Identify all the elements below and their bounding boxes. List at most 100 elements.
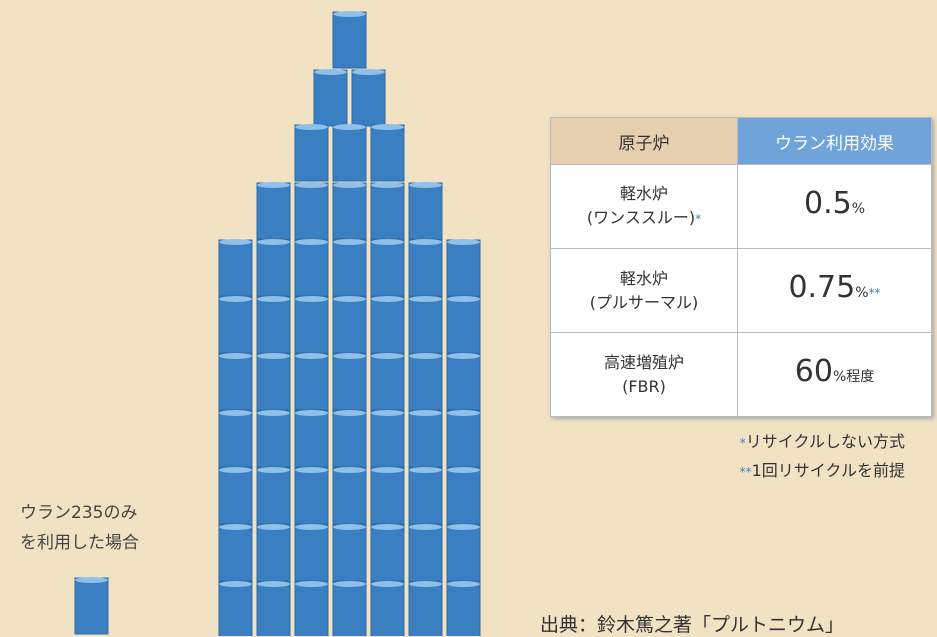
cylinder bbox=[295, 410, 328, 416]
cylinder bbox=[409, 353, 442, 359]
cylinder bbox=[219, 468, 252, 524]
cylinder bbox=[314, 69, 347, 75]
cylinder bbox=[409, 468, 442, 524]
reactor-name: 軽水炉 bbox=[552, 182, 736, 206]
reactor-type-text: (ワンススルー) bbox=[587, 208, 695, 227]
cylinder bbox=[371, 297, 404, 353]
value: 0.5 bbox=[804, 186, 852, 221]
efficiency-table: 原子炉ウラン利用効果 軽水炉(ワンススルー)*0.5%軽水炉(プルサーマル)0.… bbox=[550, 117, 932, 417]
cylinder bbox=[333, 124, 366, 130]
cylinder bbox=[295, 353, 328, 359]
cylinder bbox=[447, 582, 480, 636]
unit: %程度 bbox=[833, 369, 874, 385]
cylinder bbox=[295, 468, 328, 524]
page: ウラン235のみを利用した場合 原子炉ウラン利用効果 軽水炉(ワンススルー)*0… bbox=[0, 0, 937, 636]
cylinder bbox=[333, 297, 366, 353]
unit: % bbox=[852, 201, 865, 217]
cylinder bbox=[409, 467, 442, 473]
cylinder bbox=[409, 239, 442, 245]
cylinder bbox=[409, 297, 442, 353]
uranium-label: ウラン235のみを利用した場合 bbox=[20, 498, 139, 558]
cylinder bbox=[447, 297, 480, 353]
cylinder bbox=[257, 524, 290, 530]
source: 出典：鈴木篤之著「プルトニウム」 bbox=[540, 610, 844, 637]
cylinder bbox=[371, 524, 404, 530]
cylinder bbox=[371, 582, 404, 636]
table-row: 軽水炉(プルサーマル)0.75%** bbox=[551, 249, 932, 333]
cylinder bbox=[447, 525, 480, 581]
cylinder bbox=[75, 578, 108, 634]
cylinder bbox=[371, 467, 404, 473]
cylinder bbox=[333, 182, 366, 188]
cylinder bbox=[409, 524, 442, 530]
cylinder bbox=[371, 410, 404, 416]
cylinder bbox=[333, 125, 366, 181]
cylinder bbox=[409, 354, 442, 410]
cylinder bbox=[295, 581, 328, 587]
cylinder bbox=[333, 12, 366, 68]
note-mark: ** bbox=[869, 286, 881, 300]
cylinder bbox=[371, 354, 404, 410]
cylinder bbox=[75, 577, 108, 583]
reactor-type: (プルサーマル) bbox=[552, 291, 736, 315]
cylinder bbox=[447, 524, 480, 530]
header-cell: 原子炉 bbox=[551, 118, 738, 165]
cylinder bbox=[219, 297, 252, 353]
cylinder bbox=[371, 468, 404, 524]
cylinder bbox=[333, 467, 366, 473]
cylinder bbox=[219, 353, 252, 359]
cylinder bbox=[295, 124, 328, 130]
cylinder bbox=[409, 240, 442, 296]
cylinder bbox=[371, 353, 404, 359]
cylinder bbox=[371, 240, 404, 296]
reactor-name: 軽水炉 bbox=[552, 267, 736, 291]
cylinder bbox=[257, 182, 290, 188]
cylinder bbox=[295, 467, 328, 473]
cylinder bbox=[333, 239, 366, 245]
value: 60 bbox=[795, 354, 833, 389]
header-cell: ウラン利用効果 bbox=[738, 118, 932, 165]
cylinder bbox=[295, 582, 328, 636]
cylinder bbox=[409, 581, 442, 587]
label-line: ウラン235のみ bbox=[20, 498, 139, 528]
cylinder bbox=[219, 525, 252, 581]
cylinder bbox=[409, 411, 442, 467]
cylinder bbox=[333, 183, 366, 239]
cylinder bbox=[409, 582, 442, 636]
cylinder bbox=[371, 125, 404, 181]
value-cell: 0.5% bbox=[738, 165, 932, 249]
cylinder bbox=[447, 240, 480, 296]
cylinder bbox=[219, 467, 252, 473]
cylinder bbox=[295, 296, 328, 302]
cylinder bbox=[257, 353, 290, 359]
cylinder bbox=[409, 525, 442, 581]
cylinder bbox=[447, 467, 480, 473]
cylinder bbox=[333, 296, 366, 302]
cylinder bbox=[257, 240, 290, 296]
footnotes: *リサイクルしない方式**1回リサイクルを前提 bbox=[740, 428, 905, 486]
cylinder bbox=[295, 240, 328, 296]
cylinder bbox=[333, 525, 366, 581]
cylinder bbox=[219, 239, 252, 245]
cylinder bbox=[352, 70, 385, 126]
reactor-cell: 軽水炉(ワンススルー)* bbox=[551, 165, 738, 249]
reactor-type-text: (FBR) bbox=[622, 377, 666, 396]
cylinder bbox=[333, 240, 366, 296]
cylinder bbox=[447, 411, 480, 467]
cylinder bbox=[447, 354, 480, 410]
cylinder bbox=[219, 240, 252, 296]
cylinder bbox=[333, 354, 366, 410]
cylinder bbox=[447, 581, 480, 587]
cylinder bbox=[219, 524, 252, 530]
cylinder bbox=[447, 353, 480, 359]
cylinder bbox=[409, 182, 442, 188]
cylinder bbox=[219, 581, 252, 587]
cylinder bbox=[447, 468, 480, 524]
reactor-cell: 高速増殖炉(FBR) bbox=[551, 333, 738, 417]
cylinder bbox=[257, 581, 290, 587]
cylinder bbox=[333, 524, 366, 530]
unit: % bbox=[855, 285, 868, 301]
cylinder bbox=[257, 582, 290, 636]
cylinder bbox=[295, 182, 328, 188]
cylinder bbox=[257, 296, 290, 302]
